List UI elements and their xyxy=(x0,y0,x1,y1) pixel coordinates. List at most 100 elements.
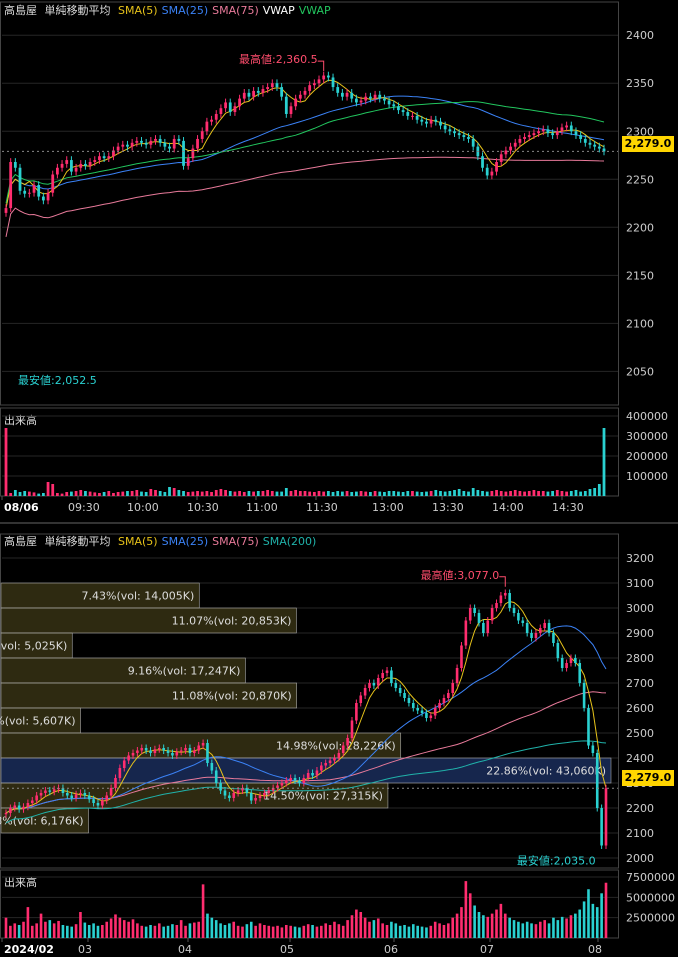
x-tick-label: 09:30 xyxy=(68,501,100,514)
candle-body xyxy=(503,593,507,596)
candle-body xyxy=(275,83,279,88)
volume-bar xyxy=(32,492,36,496)
volume-bar xyxy=(383,492,386,496)
volume-bar xyxy=(439,491,442,496)
volume-bar xyxy=(574,490,578,496)
candle-body xyxy=(17,805,21,810)
volume-bar xyxy=(341,925,345,938)
y-tick-label: 2100 xyxy=(626,317,654,330)
candle-body xyxy=(490,608,494,621)
volume-bar xyxy=(48,920,52,938)
volume-bar xyxy=(298,491,302,496)
candle-body xyxy=(442,698,446,703)
y-tick-label: 2350 xyxy=(626,77,654,90)
x-tick-label: 08/06 xyxy=(4,501,39,514)
candle-body xyxy=(258,795,262,798)
high-annotation-arrow xyxy=(499,576,506,587)
candle-body xyxy=(130,142,134,147)
volume-frame xyxy=(0,407,619,497)
candle-body xyxy=(13,805,17,808)
volume-bar xyxy=(241,926,244,938)
candle-body xyxy=(140,748,144,751)
volume-bar xyxy=(411,924,415,938)
volume-bar xyxy=(355,909,358,938)
volume-bar xyxy=(284,924,288,938)
candle-body xyxy=(121,144,125,147)
candle-body xyxy=(477,613,481,623)
volume-bar xyxy=(149,489,153,496)
candle-body xyxy=(18,167,22,191)
candle-body xyxy=(289,106,293,114)
volume-bar xyxy=(228,491,232,496)
y-tick-label: 2100 xyxy=(626,827,654,840)
volume-bar xyxy=(604,882,608,938)
volume-bar xyxy=(109,918,113,938)
x-tick-label: 10:00 xyxy=(127,501,159,514)
candle-body xyxy=(74,794,78,798)
candle-body xyxy=(439,121,442,126)
candle-body xyxy=(201,743,205,746)
candle-body xyxy=(153,749,157,753)
volume-bar xyxy=(415,491,419,496)
candle-body xyxy=(136,750,139,753)
volume-bar xyxy=(232,921,236,938)
candle-body xyxy=(210,763,214,771)
volume-bar xyxy=(188,923,192,938)
candle-body xyxy=(587,708,590,746)
volume-bar xyxy=(320,925,323,938)
candle-body xyxy=(219,108,223,114)
volume-bar xyxy=(350,492,354,496)
candle-body xyxy=(294,98,298,107)
volume-bar xyxy=(513,490,517,496)
volume-bar xyxy=(66,925,69,938)
candle-body xyxy=(434,119,438,122)
candle-body xyxy=(191,148,195,159)
candle-body xyxy=(48,790,52,792)
candle-body xyxy=(551,133,555,136)
candle-body xyxy=(411,703,415,708)
volume-bar xyxy=(193,922,196,938)
candle-body xyxy=(51,174,55,193)
volume-bar xyxy=(512,920,516,938)
candle-body xyxy=(482,623,485,633)
candle-body xyxy=(228,102,232,113)
volume-bar xyxy=(331,492,335,496)
volume-bar xyxy=(420,926,424,938)
candle-body xyxy=(46,192,50,201)
candle-body xyxy=(518,138,522,143)
volume-profile-bar xyxy=(0,707,81,734)
candle-body xyxy=(517,613,520,621)
candle-body xyxy=(392,104,396,107)
volume-bar xyxy=(569,915,573,938)
y-tick-label: 2500 xyxy=(626,727,654,740)
volume-bar xyxy=(44,921,47,938)
volume-profile-bar xyxy=(0,807,89,834)
x-tick-label: 07 xyxy=(480,943,494,956)
candle-body xyxy=(270,83,274,88)
candle-body xyxy=(116,146,120,151)
legend-entry-2: SMA(75) xyxy=(212,535,259,548)
top-chart-legend: 高島屋 単純移動平均 SMA(5) SMA(25) SMA(75) VWAP VWAP xyxy=(4,2,335,18)
candle-body xyxy=(485,167,489,176)
candle-body xyxy=(238,98,241,107)
volume-bar xyxy=(271,926,275,938)
volume-bar xyxy=(385,924,389,938)
y-tick-label: 2900 xyxy=(626,627,654,640)
candle-body xyxy=(118,768,122,778)
y-tick-label: 2200 xyxy=(626,221,654,234)
candle-body xyxy=(354,98,358,103)
legend-entry-1: SMA(25) xyxy=(161,4,209,17)
volume-profile-label: 11.08%(vol: 20,870K) xyxy=(172,690,292,703)
candle-body xyxy=(280,87,284,97)
volume-bar xyxy=(153,925,157,938)
volume-bar xyxy=(595,907,599,938)
candle-body xyxy=(460,645,463,668)
candle-body xyxy=(579,135,583,139)
candle-body xyxy=(245,788,249,793)
candle-body xyxy=(523,137,526,139)
candle-body xyxy=(249,793,253,801)
volume-bar xyxy=(289,491,293,496)
volume-bar xyxy=(486,916,490,938)
volume-bar xyxy=(171,924,174,938)
candle-body xyxy=(114,778,117,788)
